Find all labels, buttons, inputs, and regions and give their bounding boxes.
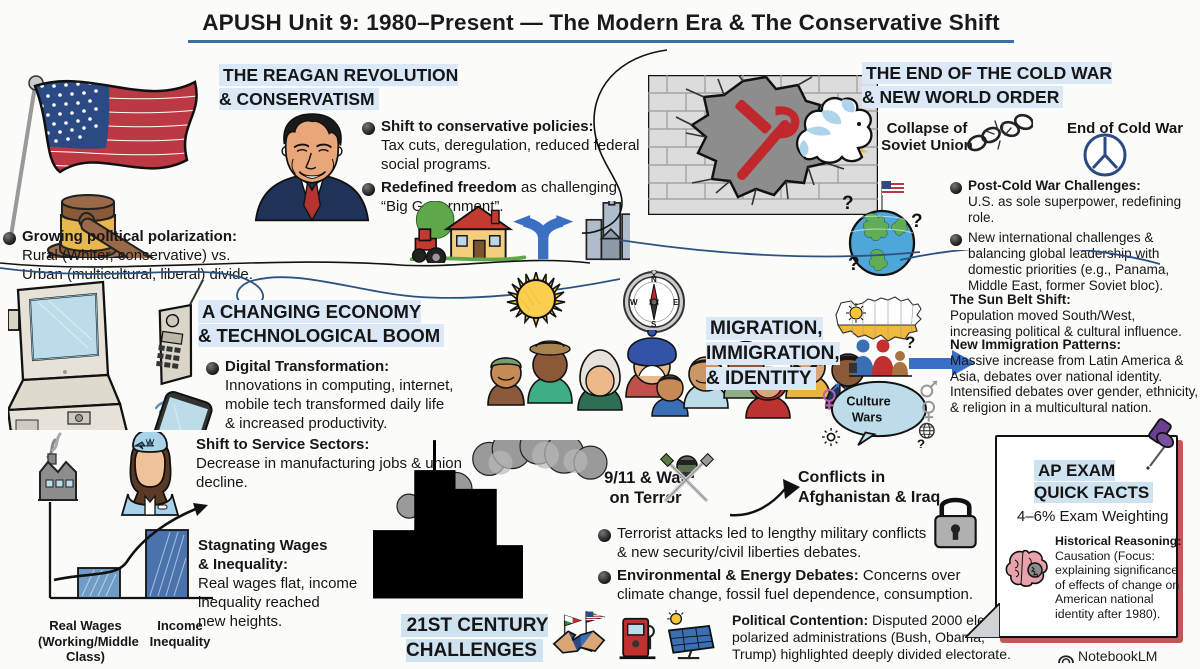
svg-text:Wars: Wars — [852, 411, 882, 425]
svg-text:E: E — [673, 298, 679, 307]
svg-text:?: ? — [905, 336, 915, 352]
svg-text:W: W — [630, 298, 638, 307]
svg-text:?: ? — [911, 211, 923, 232]
svg-text:S: S — [651, 320, 657, 329]
svg-text:?: ? — [842, 193, 854, 214]
svg-text:Culture: Culture — [846, 394, 890, 408]
svg-text:?: ? — [848, 254, 860, 275]
svg-text:?: ? — [917, 437, 925, 448]
